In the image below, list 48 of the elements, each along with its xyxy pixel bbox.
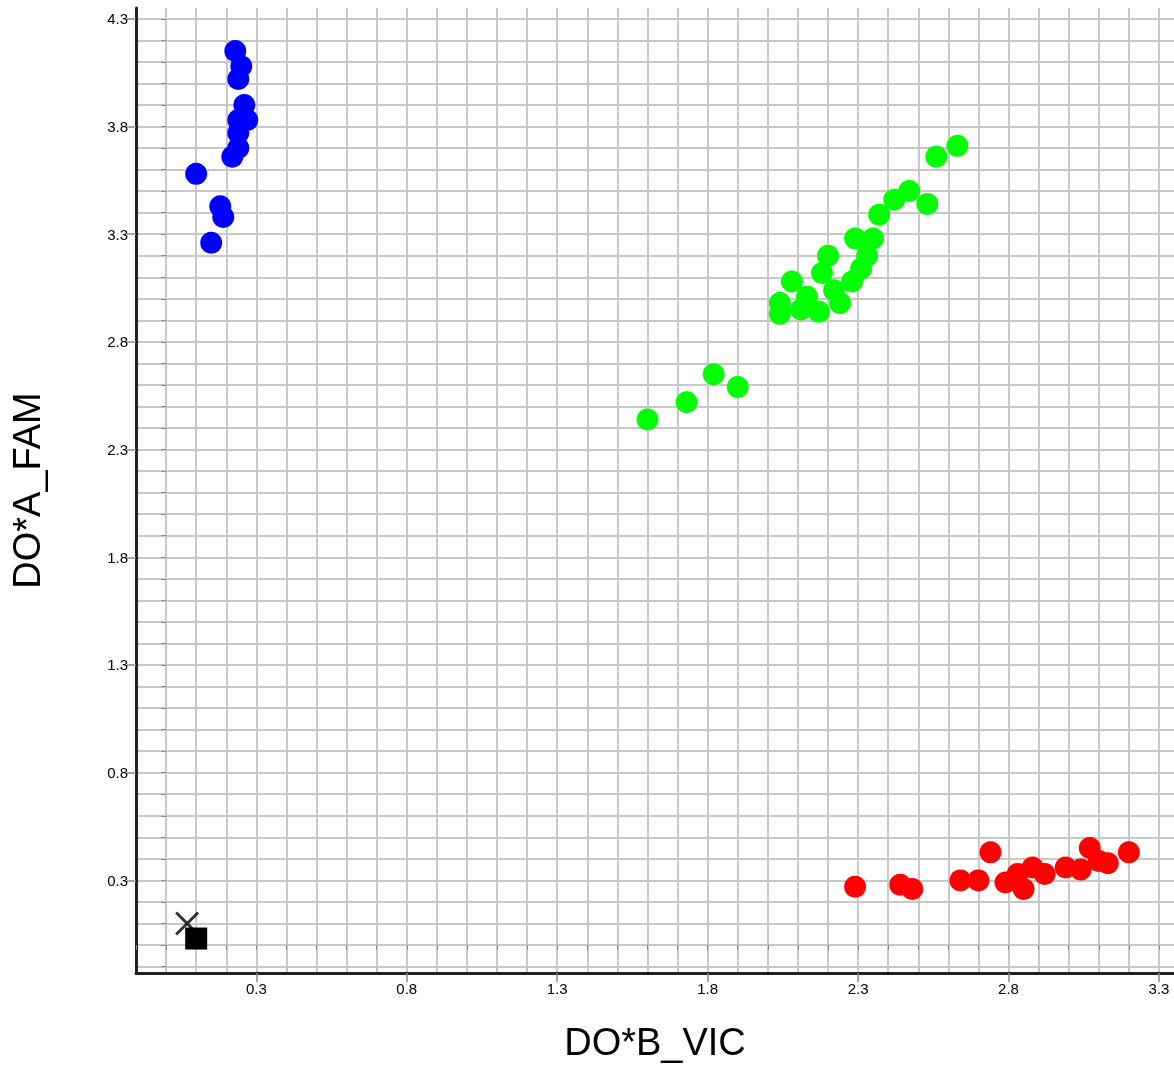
point [856, 244, 879, 267]
y-tick-label: 1.8 [107, 548, 128, 566]
point [636, 408, 659, 431]
point [925, 145, 948, 168]
point [221, 145, 244, 168]
point [200, 231, 223, 254]
y-tick-label: 2.3 [107, 441, 128, 459]
point [949, 869, 972, 892]
point [868, 203, 891, 226]
x-tick-label: 2.3 [847, 980, 869, 997]
x-tick-label: 0.3 [245, 980, 267, 997]
y-axis-title: DO*A_FAM [6, 392, 48, 589]
y-tick-label: 2.8 [107, 333, 128, 351]
x-axis-title: DO*B_VIC [564, 1021, 746, 1063]
point [817, 244, 839, 267]
point [811, 261, 833, 284]
point [901, 878, 924, 900]
y-tick-label: 1.3 [107, 656, 128, 674]
point [979, 841, 1002, 864]
point [967, 869, 990, 892]
point [916, 193, 939, 216]
x-tick-label: 2.8 [998, 980, 1019, 997]
y-tick-label: 4.3 [107, 10, 128, 28]
point [1069, 858, 1092, 881]
point [185, 927, 208, 950]
y-tick-label: 0.3 [107, 871, 128, 889]
point [844, 227, 867, 250]
point [780, 270, 803, 293]
y-tick-label: 3.8 [107, 117, 128, 135]
y-tick-label: 3.3 [107, 225, 128, 243]
point [185, 162, 208, 185]
point [1117, 841, 1140, 864]
point [841, 270, 864, 293]
x-tick-label: 3.3 [1148, 980, 1170, 997]
point [726, 376, 749, 399]
point [808, 300, 830, 323]
point [898, 180, 921, 203]
point [675, 391, 698, 414]
point [795, 285, 818, 308]
x-tick-label: 1.8 [697, 980, 719, 997]
point [844, 875, 867, 898]
point [823, 279, 846, 302]
point [702, 363, 725, 386]
y-tick-label: 0.8 [107, 764, 128, 782]
point [946, 134, 969, 157]
x-tick-label: 1.3 [546, 980, 568, 997]
x-tick-label: 0.8 [396, 980, 418, 997]
point [227, 68, 250, 91]
